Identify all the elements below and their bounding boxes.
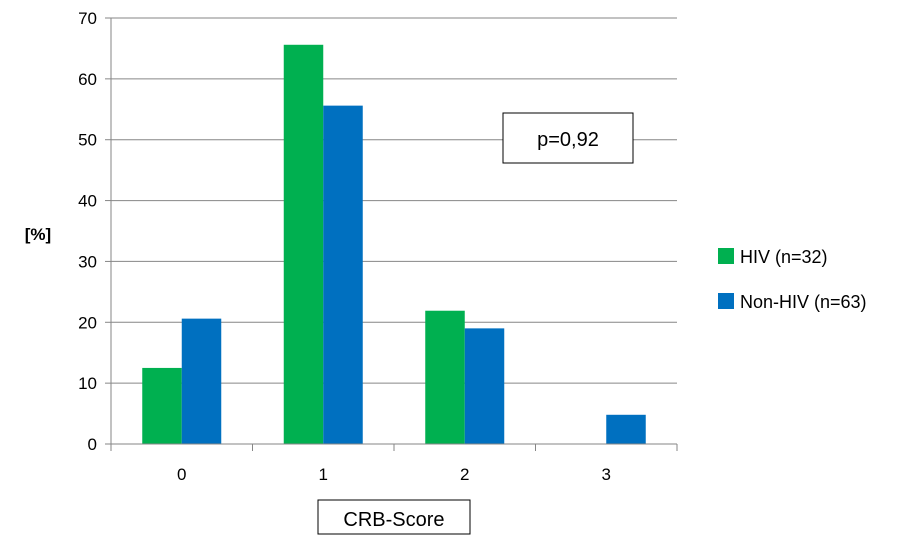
x-tick-label: 0 (177, 465, 186, 484)
x-axis-label-frame (317, 499, 471, 535)
legend-swatch (718, 293, 734, 309)
bar (464, 328, 505, 444)
p-value-frame (502, 112, 634, 164)
x-axis: 0 1 2 3 (110, 443, 678, 484)
x-axis-label: CRB-Score (343, 509, 444, 531)
x-tick-label: 2 (460, 465, 469, 484)
bar (181, 318, 222, 444)
bar (606, 414, 646, 444)
legend-label: HIV (n=32) (740, 247, 828, 267)
y-tick-label: 50 (78, 131, 97, 150)
bar (283, 44, 324, 445)
legend-label: Non-HIV (n=63) (740, 292, 867, 312)
p-value-text: p=0,92 (537, 129, 599, 151)
x-tick-label: 3 (602, 465, 611, 484)
bar (142, 367, 182, 444)
bar (425, 310, 465, 444)
y-tick-label: 10 (78, 374, 97, 393)
y-tick-label: 20 (78, 313, 97, 332)
y-tick-label: 70 (78, 9, 97, 28)
legend-swatch (718, 248, 734, 264)
x-axis-label-box: CRB-Score (317, 499, 471, 535)
bar (323, 105, 363, 445)
y-axis-label: [%] (25, 225, 51, 244)
x-tick-label: 1 (319, 465, 328, 484)
y-tick-label: 60 (78, 70, 97, 89)
y-tick-label: 30 (78, 252, 97, 271)
y-tick-label: 40 (78, 192, 97, 211)
p-value-annotation: p=0,92 (502, 112, 634, 164)
y-axis: 0 10 20 30 40 50 60 70 (78, 9, 112, 454)
y-tick-label: 0 (88, 435, 97, 454)
bars (142, 44, 646, 445)
legend: HIV (n=32) Non-HIV (n=63) (718, 247, 867, 312)
